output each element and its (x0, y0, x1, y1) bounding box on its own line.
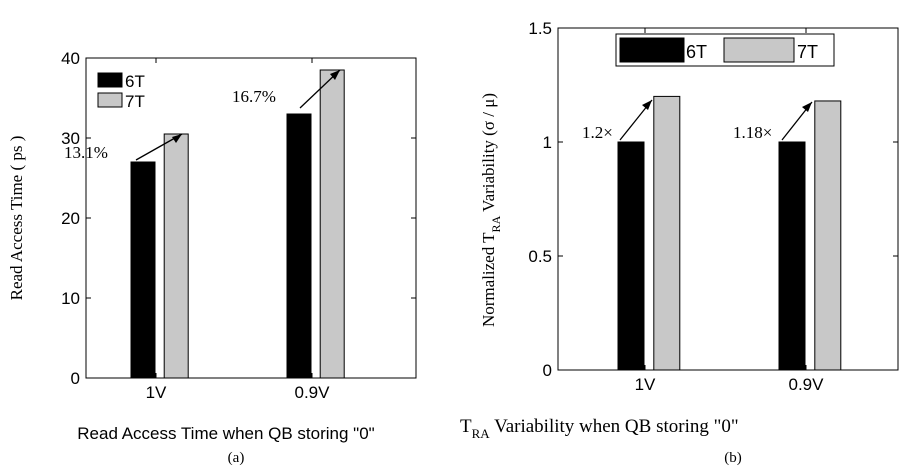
y-axis-label-a: Read Access Time ( ps ) (7, 136, 26, 301)
y-tick-label: 10 (61, 289, 80, 308)
legend-swatch-6t-b (619, 37, 685, 63)
y-tick-label: 0.5 (528, 247, 552, 266)
x-tick-label: 0.9V (789, 375, 825, 394)
x-axis-label-b: TRA Variability when QB storing "0" (460, 416, 739, 441)
legend-swatch-7t-b (723, 37, 795, 63)
bars-b (617, 95, 842, 371)
x-tick-label: 1V (635, 375, 656, 394)
annotation-09v-b: 1.18× (733, 123, 772, 142)
y-tick-label: 30 (61, 129, 80, 148)
annotations-b: 1.2× 1.18× (582, 99, 813, 142)
bars-a (130, 69, 345, 379)
arrow-head-1v-a (172, 134, 182, 143)
y-ticks-b: 0 0.5 1 1.5 (528, 19, 898, 380)
bar-7t-09V (814, 100, 842, 371)
arrow-head-1v-b (642, 100, 652, 110)
y-tick-label: 1 (543, 133, 552, 152)
bar-7t-09V (319, 69, 345, 379)
x-label-b-sub: RA (472, 426, 491, 441)
x-ticks-b: 1V 0.9V (635, 28, 825, 394)
y-tick-label: 40 (61, 49, 80, 68)
chart-b: 00.511.5 1V 0.9V Normalized TRA Variabili… (460, 19, 899, 466)
x-label-b-post: Variability when QB storing "0" (490, 416, 739, 437)
legend-b: 6T 7T (615, 33, 835, 67)
legend-label-7t-a: 7T (125, 92, 145, 111)
x-tick-label: 0.9V (295, 383, 331, 402)
x-tick-label: 1V (146, 383, 167, 402)
y-label-b-sub: RA (489, 215, 503, 232)
y-tick-label: 0 (543, 361, 552, 380)
annotation-1v-b: 1.2× (582, 123, 613, 142)
annotation-09v-a: 16.7% (232, 87, 276, 106)
bar-6t-1V (130, 161, 156, 379)
y-label-b-pre: Normalized T (479, 232, 498, 327)
x-axis-label-a: Read Access Time when QB storing "0" (77, 424, 374, 443)
legend-label-6t-b: 6T (686, 42, 707, 62)
bar-6t-09V (778, 141, 806, 371)
bar-7t-1V (163, 133, 189, 379)
y-label-b-post: Variability (σ / μ) (479, 93, 498, 216)
legend-swatch-7t-a (97, 92, 123, 108)
chart-a: 0 10 20 30 40 1V 0.9V Read Access Time ( ps )… (7, 49, 417, 466)
y-ticks-a: 0 10 20 30 40 (61, 49, 416, 388)
bar-6t-09V (286, 113, 312, 379)
plot-frame-b (557, 27, 899, 371)
bar-7t-1V (653, 95, 681, 371)
panel-label-a: (a) (228, 450, 245, 466)
legend-swatch-6t-a (97, 72, 123, 88)
legend-a: 6T 7T (97, 72, 145, 111)
x-label-b-pre: T (460, 416, 472, 437)
bar-6t-1V (617, 141, 645, 371)
legend-label-7t-b: 7T (797, 42, 818, 62)
x-ticks-a: 1V 0.9V (146, 58, 331, 402)
y-tick-label: 20 (61, 209, 80, 228)
panel-label-b: (b) (724, 450, 742, 466)
annotations-a: 13.1% 16.7% (64, 69, 341, 162)
legend-label-6t-a: 6T (125, 72, 145, 91)
arrow-head-09v-a (330, 70, 340, 80)
arrow-head-09v-b (802, 102, 812, 112)
y-tick-label: 0 (71, 369, 80, 388)
y-axis-label-b: Normalized TRA Variability (σ / μ) (479, 93, 503, 327)
y-tick-label: 1.5 (528, 19, 552, 38)
annotation-1v-a: 13.1% (64, 143, 108, 162)
